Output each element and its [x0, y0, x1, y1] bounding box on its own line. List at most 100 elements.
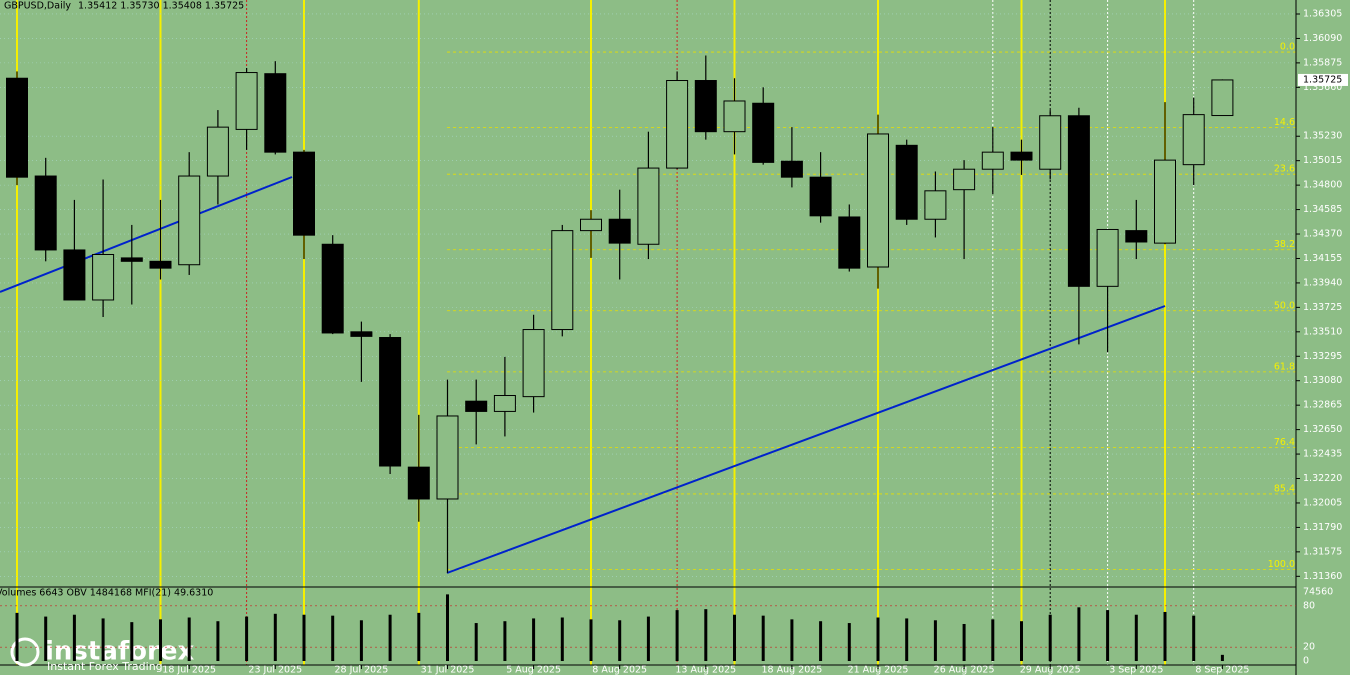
- y-tick-label: 1.33940: [1303, 277, 1342, 288]
- y-tick-label: 1.33080: [1303, 375, 1342, 386]
- x-tick-label: 18 Jul 2025: [162, 665, 216, 675]
- candle-body: [838, 216, 861, 269]
- x-tick-label: 21 Aug 2025: [848, 665, 909, 675]
- x-tick-label: 8 Aug 2025: [592, 665, 647, 675]
- fib-label: 23.6: [1274, 164, 1295, 175]
- volume-bar: [15, 612, 19, 661]
- candle-body: [321, 243, 344, 334]
- candle-body: [780, 160, 803, 178]
- candle-body: [723, 100, 746, 133]
- current-price-label: 1.35725: [1303, 74, 1342, 85]
- candle-body: [1067, 115, 1090, 287]
- candle-body: [1182, 114, 1205, 166]
- volume-bar: [589, 619, 593, 661]
- volume-bar: [331, 615, 335, 661]
- y-tick-label: 1.31790: [1303, 522, 1342, 533]
- candle-body: [1039, 115, 1062, 170]
- candle-body: [924, 190, 947, 220]
- candle-body: [34, 175, 57, 251]
- y-tick-label: 1.32865: [1303, 400, 1342, 411]
- volume-bar: [388, 614, 392, 661]
- volume-bar: [187, 617, 191, 661]
- x-tick-label: 5 Aug 2025: [506, 665, 561, 675]
- volume-bar: [503, 621, 507, 661]
- volume-bar: [1106, 610, 1110, 661]
- candle-body: [1154, 159, 1176, 244]
- ohlc-header: 1.35412 1.35730 1.35408 1.35725: [78, 1, 244, 12]
- volume-bar: [1048, 614, 1052, 661]
- volume-bar: [761, 615, 765, 661]
- candle-body: [895, 144, 918, 220]
- trend-line: [0, 176, 293, 293]
- y-tick-label: 1.36305: [1303, 8, 1342, 19]
- y-tick-label: 1.36090: [1303, 33, 1342, 44]
- candle-body: [63, 249, 86, 301]
- y-tick-label: 1.33295: [1303, 351, 1342, 362]
- candle-body: [92, 253, 115, 301]
- volume-bar: [101, 618, 105, 661]
- candle-body: [1125, 230, 1148, 243]
- fib-label: 100.0: [1268, 559, 1295, 570]
- candle-body: [752, 102, 775, 163]
- y-tick-label: 1.33510: [1303, 326, 1342, 337]
- volume-bar: [1220, 654, 1224, 661]
- y-tick-label: 1.32435: [1303, 449, 1342, 460]
- y-tick-label: 1.34370: [1303, 229, 1342, 240]
- candle-body: [608, 218, 631, 244]
- watermark: instaforex: [45, 637, 195, 667]
- volume-bar: [302, 614, 306, 661]
- volume-bar: [1134, 614, 1138, 661]
- volume-bar: [905, 618, 909, 661]
- candle-body: [178, 175, 201, 266]
- x-tick-label: 31 Jul 2025: [421, 665, 475, 675]
- y-tick-label: 1.33725: [1303, 302, 1342, 313]
- y-tick-label: 1.31360: [1303, 571, 1342, 582]
- candle-body: [149, 260, 172, 269]
- volume-bar: [733, 614, 736, 661]
- volume-bar: [646, 616, 650, 661]
- volume-bar: [44, 616, 48, 661]
- fib-label: 85.4: [1274, 483, 1295, 494]
- y-tick-label: 1.35015: [1303, 155, 1342, 166]
- x-tick-label: 18 Aug 2025: [761, 665, 822, 675]
- volume-bar: [273, 613, 277, 661]
- volume-tick-label: 74560: [1303, 587, 1333, 598]
- volume-bar: [876, 617, 880, 661]
- candle-body: [1211, 79, 1234, 117]
- y-tick-label: 1.34800: [1303, 180, 1342, 191]
- volume-bar: [359, 620, 363, 661]
- volume-bar: [245, 616, 249, 661]
- volume-bar: [1077, 607, 1081, 661]
- candle-body: [407, 466, 430, 500]
- y-tick-label: 1.31575: [1303, 546, 1342, 557]
- candle-body: [264, 73, 287, 153]
- x-tick-label: 3 Sep 2025: [1109, 665, 1163, 675]
- candle-body: [551, 230, 574, 331]
- volume-bar: [847, 623, 851, 661]
- volume-bar: [618, 620, 622, 661]
- volume-bar: [130, 622, 134, 661]
- volume-bar: [1163, 611, 1167, 661]
- volume-bar: [675, 610, 679, 661]
- fib-label: 14.6: [1274, 117, 1295, 128]
- fib-label: 50.0: [1274, 300, 1295, 311]
- volume-bar: [819, 621, 823, 661]
- candle-body: [493, 395, 516, 412]
- volume-bar: [790, 619, 794, 661]
- y-tick-label: 1.35660: [1303, 82, 1342, 93]
- volume-bar: [560, 617, 564, 661]
- candle-body: [436, 415, 459, 500]
- fib-label: 61.8: [1274, 361, 1295, 372]
- x-tick-label: 23 Jul 2025: [248, 665, 302, 675]
- volume-bar: [474, 623, 478, 661]
- y-tick-label: 1.32220: [1303, 473, 1342, 484]
- candle-body: [809, 176, 832, 217]
- fib-label: 38.2: [1274, 239, 1295, 250]
- candle-body: [666, 80, 689, 169]
- fib-label: 0.0: [1280, 42, 1295, 53]
- volume-bar: [991, 619, 995, 661]
- candle-body: [694, 80, 717, 133]
- y-tick-label: 1.34155: [1303, 253, 1342, 264]
- fib-label: 76.4: [1274, 437, 1295, 448]
